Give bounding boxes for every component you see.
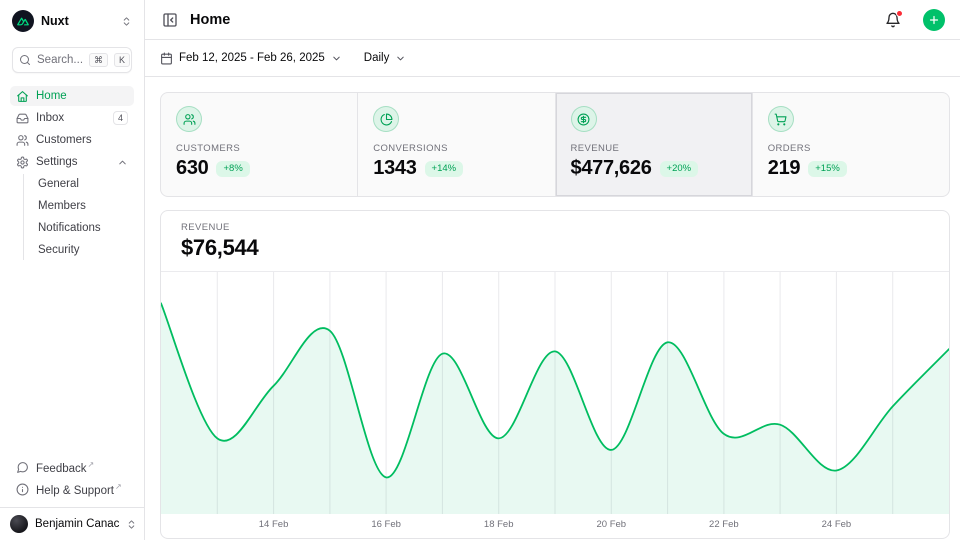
chevrons-up-down-icon — [121, 16, 132, 27]
feedback-label: Feedback↗ — [36, 459, 95, 475]
search-icon — [19, 54, 31, 66]
chart-total-value: $76,544 — [181, 235, 259, 260]
sidebar-footer-links: Feedback↗ Help & Support↗ — [0, 457, 144, 507]
granularity-select[interactable]: Daily — [364, 52, 407, 64]
info-icon — [16, 483, 29, 496]
x-tick-label: 18 Feb — [483, 519, 514, 530]
chevron-down-icon — [395, 53, 406, 64]
bell-icon — [886, 12, 900, 27]
sidebar-nav: Home Inbox 4 Customers Settings — [0, 86, 144, 172]
stat-label: CONVERSIONS — [373, 143, 448, 154]
stat-card-revenue[interactable]: REVENUE $477,626 +20% — [555, 93, 752, 196]
nuxt-logo — [12, 10, 34, 32]
stat-card-conversions[interactable]: CONVERSIONS 1343 +14% — [358, 93, 555, 196]
home-icon — [16, 90, 29, 103]
inbox-icon — [16, 112, 29, 125]
stat-value: 1343 — [373, 157, 417, 179]
revenue-chart-card: REVENUE $76,544 14 Feb 16 Feb 18 Feb 20 Feb… — [160, 210, 950, 539]
collapse-sidebar-button[interactable] — [160, 10, 180, 30]
sidebar-item-home[interactable]: Home — [10, 86, 134, 106]
page-content: CUSTOMERS 630 +8% CONVERSIONS 1343 +14% — [145, 77, 960, 539]
workspace-name: Nuxt — [41, 14, 69, 28]
main-area: Home Feb 12, 2025 - Feb 26, 2025 Daily — [145, 0, 960, 540]
user-name: Benjamin Canac — [35, 518, 120, 530]
x-tick-label: 16 Feb — [371, 519, 401, 530]
stat-label: CUSTOMERS — [176, 143, 241, 154]
stats-grid: CUSTOMERS 630 +8% CONVERSIONS 1343 +14% — [160, 92, 950, 197]
dollar-circle-icon — [570, 106, 597, 132]
inbox-count-badge: 4 — [112, 110, 128, 126]
stat-delta-badge: +20% — [659, 160, 699, 177]
help-support-label: Help & Support↗ — [36, 481, 122, 497]
x-tick-label: 20 Feb — [596, 519, 627, 530]
page-header: Home — [145, 0, 960, 40]
stat-value: 630 — [176, 157, 209, 179]
stat-card-orders[interactable]: ORDERS 219 +15% — [752, 93, 949, 196]
sidebar: Nuxt Search... ⌘ K Home — [0, 0, 145, 540]
sidebar-item-members[interactable]: Members — [38, 200, 86, 212]
kbd-cmd: ⌘ — [89, 52, 109, 68]
x-tick-label: 24 Feb — [821, 519, 852, 530]
x-tick-label: 22 Feb — [709, 519, 739, 530]
external-link-icon: ↗ — [87, 459, 95, 469]
notifications-button[interactable] — [883, 9, 903, 30]
pie-chart-icon — [373, 106, 400, 132]
feedback-link[interactable]: Feedback↗ — [10, 457, 134, 477]
chart-header: REVENUE $76,544 — [161, 211, 949, 272]
stat-delta-badge: +14% — [424, 160, 464, 177]
help-support-link[interactable]: Help & Support↗ — [10, 479, 134, 499]
calendar-icon — [160, 52, 173, 65]
add-button[interactable] — [923, 8, 945, 31]
x-tick-label: 14 Feb — [258, 519, 289, 530]
stat-label: ORDERS — [767, 143, 811, 154]
sidebar-item-label: Inbox — [36, 112, 65, 124]
stat-value: $477,626 — [570, 157, 652, 179]
stat-delta-badge: +15% — [808, 160, 847, 177]
kbd-k: K — [114, 52, 131, 68]
plus-icon — [929, 15, 939, 24]
avatar — [10, 515, 28, 533]
sidebar-item-general[interactable]: General — [38, 178, 79, 190]
users-icon — [176, 106, 202, 132]
stat-delta-badge: +8% — [216, 160, 250, 177]
sidebar-item-settings[interactable]: Settings — [10, 152, 134, 172]
chart-x-axis: 14 Feb 16 Feb 18 Feb 20 Feb 22 Feb 24 Feb — [161, 514, 949, 538]
users-icon — [16, 134, 29, 147]
stat-label: REVENUE — [570, 143, 620, 154]
page-title: Home — [190, 11, 231, 28]
search-input[interactable]: Search... ⌘ K — [12, 47, 132, 73]
user-menu[interactable]: Benjamin Canac — [0, 507, 144, 540]
settings-gear-icon — [16, 156, 29, 169]
chart-title: REVENUE — [181, 222, 230, 233]
settings-subnav: General Members Notifications Security — [23, 174, 134, 260]
team-selector[interactable]: Nuxt — [0, 0, 144, 32]
sidebar-item-notifications[interactable]: Notifications — [38, 222, 101, 234]
chevron-down-icon — [331, 53, 342, 64]
sidebar-item-label: Settings — [36, 156, 78, 168]
sidebar-item-label: Home — [36, 90, 67, 102]
revenue-area-chart — [161, 272, 949, 514]
chevron-up-icon — [117, 157, 128, 168]
stat-card-customers[interactable]: CUSTOMERS 630 +8% — [161, 93, 358, 196]
granularity-value: Daily — [363, 52, 390, 64]
message-circle-icon — [16, 461, 29, 474]
chevrons-up-down-icon — [126, 519, 137, 530]
search-placeholder: Search... — [37, 54, 84, 66]
sidebar-item-label: Customers — [36, 134, 92, 146]
notification-dot — [896, 9, 903, 17]
panel-left-close-icon — [163, 12, 177, 27]
external-link-icon: ↗ — [115, 481, 122, 491]
date-range-value: Feb 12, 2025 - Feb 26, 2025 — [179, 52, 325, 64]
sidebar-item-security[interactable]: Security — [38, 244, 80, 256]
filters-toolbar: Feb 12, 2025 - Feb 26, 2025 Daily — [145, 40, 960, 77]
sidebar-item-customers[interactable]: Customers — [10, 130, 134, 150]
stat-value: 219 — [767, 157, 801, 179]
date-range-picker[interactable]: Feb 12, 2025 - Feb 26, 2025 — [160, 52, 342, 65]
cart-icon — [767, 106, 794, 132]
sidebar-item-inbox[interactable]: Inbox 4 — [10, 108, 134, 128]
